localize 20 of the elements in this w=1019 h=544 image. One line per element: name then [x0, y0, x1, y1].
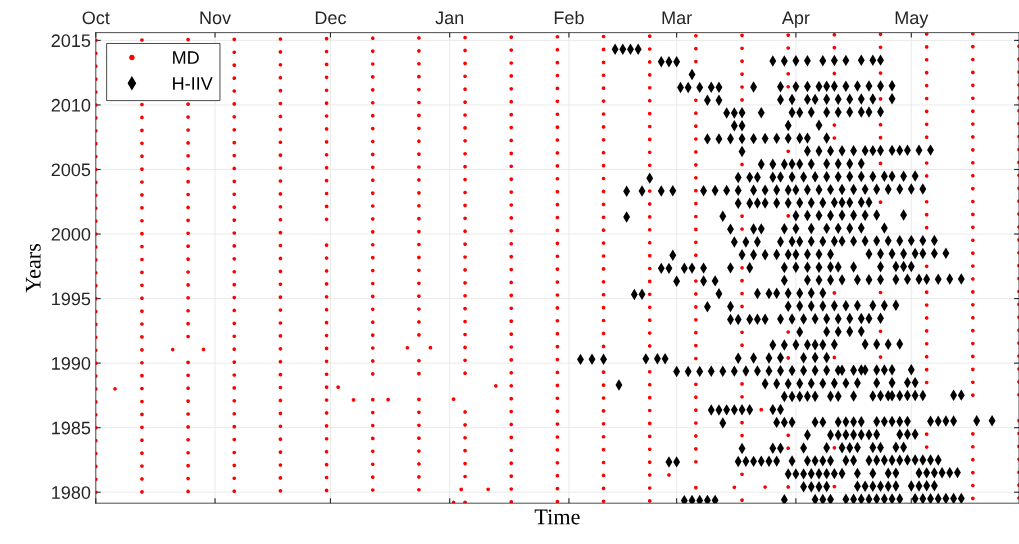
- x-tick-label: Jan: [435, 11, 464, 25]
- y-tick-label: 2010: [51, 98, 91, 112]
- y-tick-label: 1990: [52, 357, 91, 370]
- x-tick-label: Oct: [82, 11, 110, 25]
- legend-label: MD: [173, 51, 199, 64]
- y-axis-title: Years: [25, 243, 41, 293]
- y-tick-label: 1995: [52, 292, 91, 306]
- x-tick-label: May: [895, 11, 929, 28]
- x-tick-label: Apr: [781, 11, 810, 28]
- y-tick-label: 1980: [52, 486, 91, 499]
- y-tick-label: 2015: [51, 34, 91, 48]
- x-tick-label: Nov: [200, 11, 232, 25]
- y-tick-label: 1985: [52, 421, 91, 435]
- x-tick-label: Dec: [315, 11, 347, 25]
- x-tick-label: Mar: [662, 11, 692, 25]
- x-tick-label: Feb: [554, 10, 584, 25]
- legend-label: H-IIV: [173, 77, 213, 90]
- x-axis-title: Time: [534, 509, 580, 525]
- y-tick-label: 2005: [51, 163, 91, 177]
- y-tick-label: 2000: [51, 227, 91, 241]
